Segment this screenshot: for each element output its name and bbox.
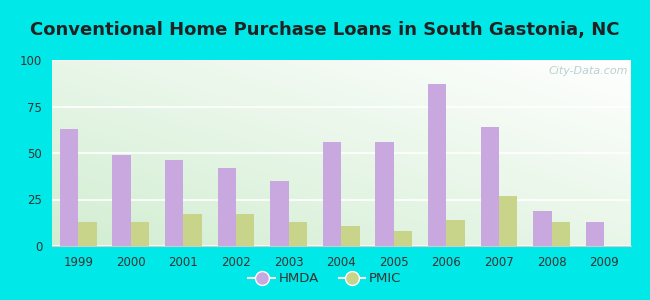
Bar (78, 222, 97, 246)
Bar (60, 129, 78, 246)
Text: Conventional Home Purchase Loans in South Gastonia, NC: Conventional Home Purchase Loans in Sout… (31, 21, 619, 39)
Bar (533, 211, 552, 246)
Bar (480, 127, 499, 246)
Bar (447, 220, 465, 246)
Bar (394, 231, 412, 246)
Bar (236, 214, 255, 246)
Bar (289, 222, 307, 246)
Bar (131, 222, 150, 246)
Bar (341, 226, 359, 246)
Bar (552, 222, 570, 246)
Bar (165, 160, 183, 246)
Legend: HMDA, PMIC: HMDA, PMIC (243, 267, 407, 290)
Bar (323, 142, 341, 246)
Bar (218, 168, 236, 246)
Bar (586, 222, 604, 246)
Bar (499, 196, 517, 246)
Bar (183, 214, 202, 246)
Bar (428, 84, 447, 246)
Text: City-Data.com: City-Data.com (548, 66, 628, 76)
Bar (376, 142, 394, 246)
Bar (112, 155, 131, 246)
Bar (270, 181, 289, 246)
